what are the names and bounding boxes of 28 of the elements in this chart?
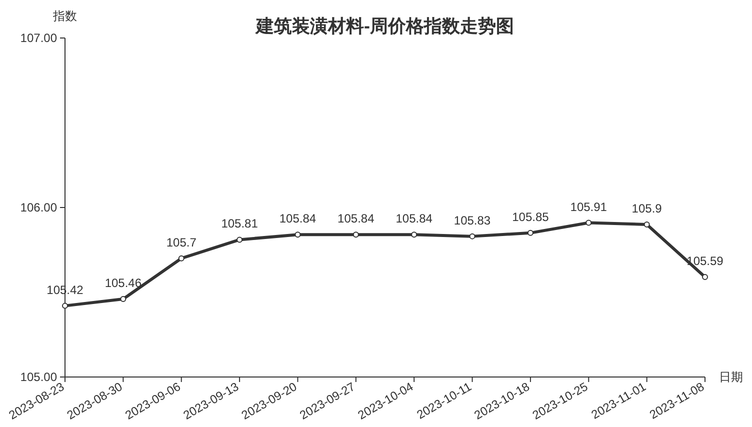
data-label: 105.85 xyxy=(512,210,550,224)
point xyxy=(62,302,68,309)
point xyxy=(411,232,418,238)
y-tick-label: 106.00 xyxy=(20,200,58,214)
point xyxy=(178,255,184,262)
point xyxy=(120,296,126,302)
y-tick-label: 105.00 xyxy=(20,370,58,384)
point xyxy=(469,233,476,240)
chart-title: 建筑装潢材料-周价格指数走势图 xyxy=(254,16,514,36)
point xyxy=(527,230,534,236)
point xyxy=(586,220,592,226)
data-label: 105.83 xyxy=(454,213,491,228)
data-label: 105.7 xyxy=(166,235,197,250)
data-label: 105.81 xyxy=(221,216,258,231)
y-tick-label: 107.00 xyxy=(20,31,58,45)
y-axis-title: 指数 xyxy=(52,9,77,23)
point xyxy=(644,221,650,228)
data-label: 105.9 xyxy=(632,201,662,216)
point xyxy=(294,232,301,238)
point xyxy=(236,236,243,243)
data-label: 105.91 xyxy=(570,200,608,214)
x-axis-title: 日期 xyxy=(719,370,743,384)
data-label: 105.84 xyxy=(279,212,316,226)
point xyxy=(352,232,359,238)
data-label: 105.84 xyxy=(396,212,433,226)
data-label: 105.46 xyxy=(104,276,142,290)
data-label: 105.84 xyxy=(338,212,375,226)
point xyxy=(702,274,708,280)
